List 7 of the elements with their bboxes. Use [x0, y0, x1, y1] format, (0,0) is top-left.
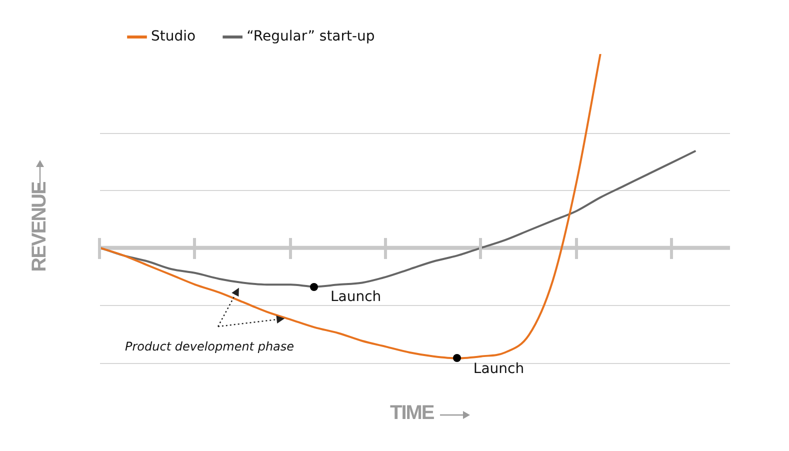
legend-label: “Regular” start-up	[246, 28, 375, 45]
x-axis-title: TIME	[390, 402, 434, 425]
annotation: Product development phase	[125, 340, 294, 354]
annotation: Launch	[330, 289, 382, 306]
legend-label: Studio	[151, 28, 196, 45]
text: Launch	[473, 360, 524, 377]
y-axis-title: REVENUE	[28, 182, 52, 272]
